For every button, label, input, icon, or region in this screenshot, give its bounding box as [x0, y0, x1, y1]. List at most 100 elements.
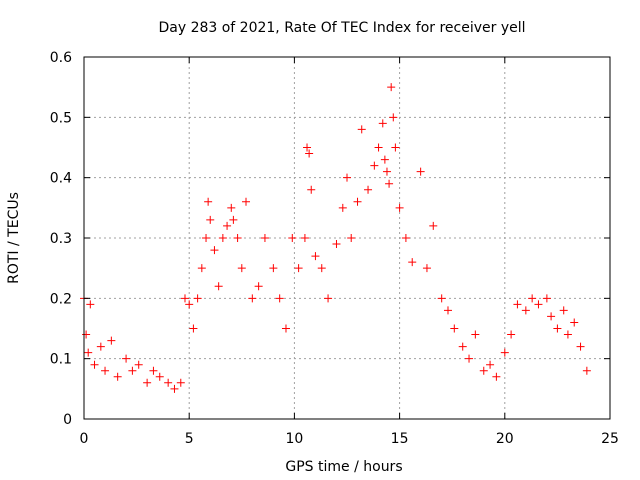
- data-point: [389, 113, 398, 122]
- data-point: [82, 330, 91, 339]
- data-point: [300, 234, 309, 242]
- y-tick-label: 0.3: [50, 231, 72, 247]
- data-point: [357, 125, 366, 134]
- data-point: [570, 318, 579, 327]
- axis-ticks: 0 5 10 15 20 25 0 0.1 0.2 0.3 0.4 0.5 0.6: [50, 50, 619, 447]
- chart-title: Day 283 of 2021, Rate Of TEC Index for r…: [158, 20, 525, 36]
- data-point: [84, 348, 93, 357]
- data-point: [237, 264, 246, 273]
- grid-lines: [84, 57, 610, 419]
- x-axis-label: GPS time / hours: [285, 459, 402, 475]
- data-point: [197, 264, 206, 273]
- x-tick-label: 25: [601, 431, 619, 447]
- data-points: [80, 83, 591, 393]
- data-point: [275, 294, 284, 303]
- data-point: [307, 185, 316, 194]
- y-axis-label: ROTI / TECUs: [6, 192, 22, 284]
- data-point: [364, 185, 373, 194]
- data-point: [229, 215, 238, 224]
- data-point: [254, 282, 263, 291]
- data-point: [450, 324, 459, 333]
- data-point: [233, 234, 242, 242]
- data-point: [563, 330, 572, 339]
- data-point: [204, 197, 213, 206]
- data-point: [507, 330, 516, 339]
- data-point: [374, 143, 383, 152]
- y-tick-label: 0.2: [50, 291, 72, 307]
- x-tick-label: 20: [496, 431, 514, 447]
- data-point: [311, 252, 320, 261]
- data-point: [500, 348, 509, 357]
- data-point: [218, 234, 227, 242]
- data-point: [534, 300, 543, 309]
- data-point: [107, 336, 116, 345]
- data-point: [122, 354, 131, 363]
- data-point: [513, 300, 522, 309]
- data-point: [269, 264, 278, 273]
- data-point: [332, 240, 341, 249]
- data-point: [347, 234, 356, 242]
- data-point: [155, 372, 164, 381]
- data-point: [210, 246, 219, 255]
- data-point: [378, 119, 387, 128]
- data-point: [113, 372, 122, 381]
- data-point: [223, 221, 232, 230]
- data-point: [294, 264, 303, 273]
- data-point: [90, 360, 99, 369]
- y-tick-label: 0.5: [50, 110, 72, 126]
- data-point: [176, 378, 185, 387]
- data-point: [443, 306, 452, 315]
- data-point: [416, 167, 425, 176]
- data-point: [521, 306, 530, 315]
- data-point: [303, 143, 312, 152]
- data-point: [422, 264, 431, 273]
- data-point: [180, 294, 189, 303]
- data-point: [391, 143, 400, 152]
- y-tick-label: 0: [63, 412, 72, 428]
- data-point: [189, 324, 198, 333]
- data-point: [343, 173, 351, 182]
- data-point: [542, 294, 551, 303]
- data-point: [559, 306, 568, 315]
- data-point: [227, 203, 236, 212]
- data-point: [206, 215, 215, 224]
- data-point: [305, 149, 314, 158]
- data-point: [101, 366, 110, 375]
- data-point: [458, 342, 467, 351]
- data-point: [338, 203, 347, 212]
- data-point: [582, 366, 591, 375]
- y-tick-label: 0.4: [50, 171, 72, 187]
- data-point: [387, 83, 396, 92]
- data-point: [134, 360, 143, 369]
- y-tick-label: 0.1: [50, 352, 72, 368]
- data-point: [395, 203, 404, 212]
- data-point: [429, 221, 438, 230]
- data-point: [547, 312, 556, 321]
- x-tick-label: 5: [185, 431, 194, 447]
- x-tick-label: 0: [80, 431, 89, 447]
- x-tick-label: 15: [391, 431, 409, 447]
- data-point: [324, 294, 333, 303]
- data-point: [128, 366, 137, 375]
- data-point: [317, 264, 326, 273]
- data-point: [288, 234, 297, 242]
- data-point: [576, 342, 585, 351]
- data-point: [528, 294, 537, 303]
- y-tick-label: 0.6: [50, 50, 72, 66]
- data-point: [401, 234, 410, 242]
- data-point: [164, 378, 173, 387]
- data-point: [260, 234, 269, 242]
- data-point: [380, 155, 389, 164]
- data-point: [242, 197, 251, 206]
- data-point: [86, 300, 95, 309]
- data-point: [185, 300, 194, 309]
- data-point: [214, 282, 223, 291]
- data-point: [471, 330, 480, 339]
- data-point: [465, 354, 474, 363]
- data-point: [370, 161, 379, 170]
- data-point: [149, 366, 158, 375]
- data-point: [143, 378, 152, 387]
- data-point: [486, 360, 495, 369]
- data-point: [96, 342, 105, 351]
